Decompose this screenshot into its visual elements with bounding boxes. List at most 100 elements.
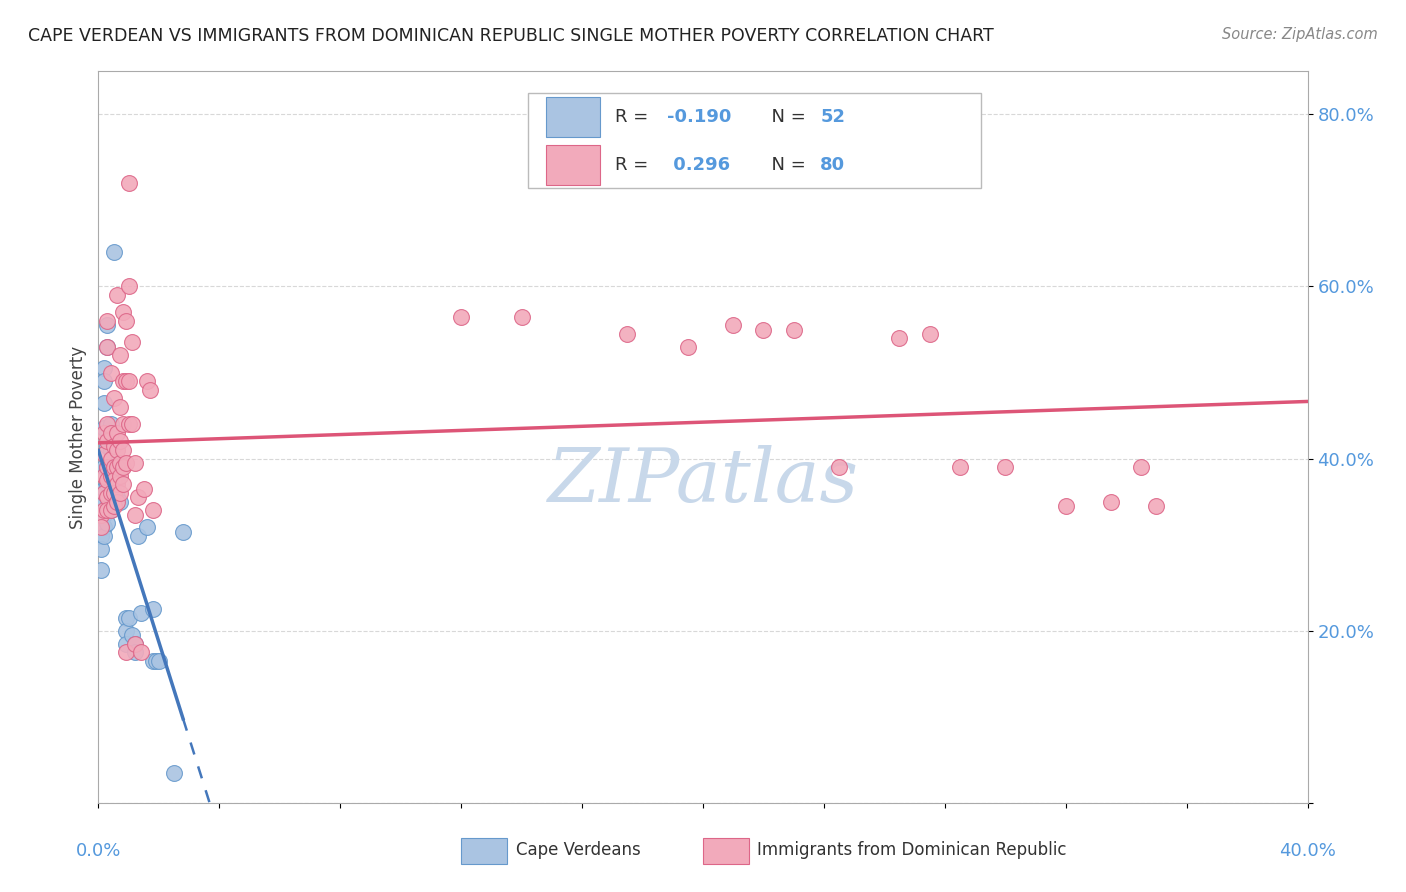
Point	[100, 482, 122, 496]
Point	[108, 456, 131, 470]
Point	[889, 331, 911, 345]
Point	[118, 279, 141, 293]
Point	[121, 628, 143, 642]
Point	[108, 486, 131, 500]
Point	[105, 473, 128, 487]
Point	[108, 348, 131, 362]
Point	[118, 176, 141, 190]
Point	[145, 654, 167, 668]
Point	[96, 460, 118, 475]
Point	[108, 468, 131, 483]
Point	[100, 468, 122, 483]
Point	[105, 477, 128, 491]
Point	[114, 314, 136, 328]
Point	[111, 417, 134, 432]
Point	[100, 425, 122, 440]
Point	[103, 477, 125, 491]
Point	[752, 322, 775, 336]
Point	[108, 400, 131, 414]
Point	[90, 491, 112, 505]
Point	[1054, 499, 1077, 513]
Point	[124, 456, 146, 470]
Point	[96, 340, 118, 354]
Point	[90, 564, 112, 578]
Point	[96, 491, 118, 505]
Point	[105, 442, 128, 457]
Point	[114, 645, 136, 659]
Point	[129, 645, 152, 659]
Point	[100, 366, 122, 380]
Point	[100, 417, 122, 432]
Point	[96, 473, 118, 487]
Point	[111, 460, 134, 475]
Point	[90, 541, 112, 556]
Point	[96, 460, 118, 475]
Bar	[546, 145, 600, 185]
Point	[828, 460, 851, 475]
Point	[142, 602, 165, 616]
Text: Source: ZipAtlas.com: Source: ZipAtlas.com	[1222, 27, 1378, 42]
Point	[142, 503, 165, 517]
Point	[111, 305, 134, 319]
Point	[96, 491, 118, 505]
Point	[111, 442, 134, 457]
Point	[93, 494, 115, 508]
Point	[96, 434, 118, 449]
Text: 80: 80	[820, 155, 845, 174]
Point	[93, 361, 115, 376]
Point	[723, 318, 745, 333]
Bar	[461, 838, 508, 863]
Point	[96, 314, 118, 328]
Point	[103, 392, 125, 406]
Point	[1099, 494, 1122, 508]
Point	[121, 417, 143, 432]
Point	[103, 245, 125, 260]
Point	[93, 529, 115, 543]
Point	[93, 508, 115, 522]
Point	[105, 425, 128, 440]
Text: 52: 52	[820, 108, 845, 126]
Point	[108, 434, 131, 449]
Point	[108, 494, 131, 508]
Point	[100, 451, 122, 466]
Point	[96, 503, 118, 517]
Point	[124, 637, 146, 651]
Point	[103, 460, 125, 475]
Point	[105, 288, 128, 302]
Point	[114, 456, 136, 470]
Text: ZIPatlas: ZIPatlas	[547, 445, 859, 517]
Point	[676, 340, 699, 354]
Point	[105, 456, 128, 470]
Point	[93, 460, 115, 475]
Text: 40.0%: 40.0%	[1279, 842, 1336, 860]
Point	[93, 425, 115, 440]
Point	[90, 520, 112, 534]
Point	[100, 465, 122, 479]
Point	[1144, 499, 1167, 513]
Point	[93, 374, 115, 388]
Point	[124, 508, 146, 522]
Point	[132, 482, 155, 496]
Point	[139, 383, 162, 397]
Text: -0.190: -0.190	[666, 108, 731, 126]
Text: N =: N =	[759, 155, 811, 174]
Point	[103, 491, 125, 505]
Point	[93, 421, 115, 435]
Point	[114, 637, 136, 651]
Text: R =: R =	[614, 155, 654, 174]
Point	[93, 482, 115, 496]
Text: R =: R =	[614, 108, 654, 126]
Text: N =: N =	[759, 108, 811, 126]
Point	[105, 494, 128, 508]
Point	[114, 624, 136, 638]
Point	[163, 765, 186, 780]
Point	[121, 335, 143, 350]
Point	[103, 439, 125, 453]
Point	[96, 439, 118, 453]
Point	[93, 468, 115, 483]
Point	[96, 340, 118, 354]
Point	[127, 491, 149, 505]
Point	[118, 611, 141, 625]
Text: Cape Verdeans: Cape Verdeans	[516, 841, 640, 859]
Point	[118, 374, 141, 388]
